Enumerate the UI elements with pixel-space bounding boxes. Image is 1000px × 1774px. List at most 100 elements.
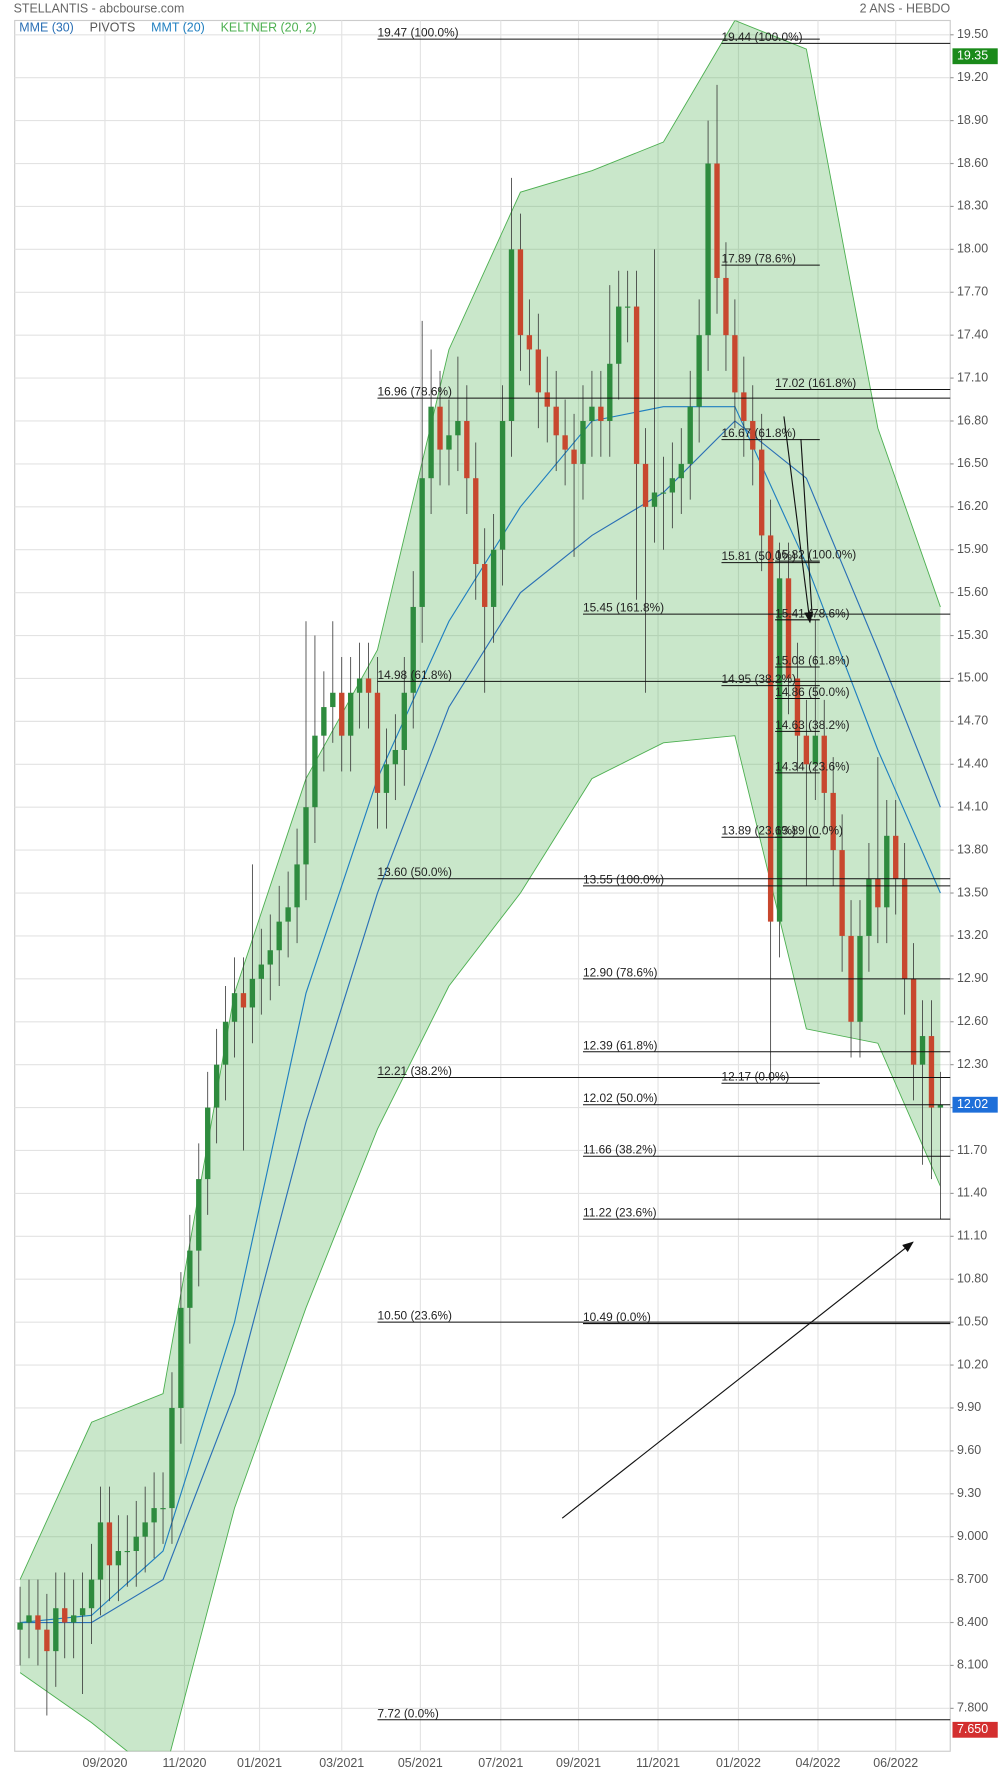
price-tag [952,1096,998,1113]
candle-body [723,277,729,336]
y-tick-label: 16.50 [957,456,988,470]
candle-body [767,535,774,922]
pivot-label: 15.81 (50.0%) [721,549,796,563]
candle-body [222,1021,229,1065]
candle-body [607,363,613,421]
candle-body [660,492,667,494]
keltner-upper [19,20,941,1580]
candle-body [910,978,917,1065]
candle-body [937,1104,944,1108]
candle-body [26,1615,32,1623]
y-tick-label: 13.80 [957,842,988,856]
arrow [783,416,814,624]
pivot-label: 13.60 (50.0%) [377,865,452,879]
y-tick-label: 14.40 [957,757,988,771]
pivot-label: 17.89 (78.6%) [721,252,796,266]
x-tick-label: 09/2021 [556,1756,601,1770]
candle-body [839,850,845,936]
candle-body [106,1522,113,1566]
candle-body [893,835,899,879]
y-tick-label: 11.40 [957,1186,987,1200]
price-tag-label: 19.35 [957,49,988,63]
candle-body [97,1522,104,1580]
candle-body [124,1550,130,1553]
candle-body [205,1107,211,1180]
candle-body [669,478,676,493]
candle-body [401,692,407,750]
candle-body [160,1508,166,1510]
y-tick-label: 7.800 [957,1701,988,1715]
candle-body [830,792,836,851]
candle-body [178,1307,184,1408]
candle-body [678,463,684,479]
pivot-label: 16.67 (61.8%) [721,426,796,440]
pivot-label: 12.02 (50.0%) [583,1091,658,1105]
y-tick-label: 10.20 [957,1357,988,1371]
candle-body [875,878,881,908]
x-tick-label: 04/2022 [796,1756,841,1770]
candle-body [231,993,238,1022]
candle-body [535,349,541,393]
candle-body [759,449,765,536]
candle-body [133,1536,139,1551]
candle-body [803,735,810,765]
candle-body [633,306,640,464]
pivot-label: 12.90 (78.6%) [583,965,658,979]
pivot-label: 10.50 (23.6%) [377,1309,452,1323]
y-tick-label: 9.30 [957,1486,981,1500]
y-tick-label: 19.20 [957,70,988,84]
pivot-label: 15.08 (61.8%) [775,654,850,668]
y-tick-label: 16.80 [957,413,988,427]
candle-body [598,406,604,421]
candle-body [374,692,381,793]
chart-title: STELLANTIS - abcbourse.com [14,1,185,15]
axes: 19.50 19.20 18.90 18.60 18.30 18.00 17.70 17.40… [82,27,998,1770]
candle-body [580,420,586,464]
y-tick-label: 15.30 [957,628,988,642]
candle-body [928,1036,935,1108]
candle-body [383,764,390,793]
candle-body [705,163,711,336]
candle-body [79,1608,86,1616]
candle-body [240,993,247,1008]
grid [14,20,951,1752]
candle-body [187,1250,193,1308]
y-tick-label: 10.80 [957,1272,988,1286]
candle-body [553,406,559,436]
x-tick-label: 11/2021 [636,1756,680,1770]
candle-body [499,420,506,550]
price-tag [952,1721,998,1738]
y-tick-label: 19.50 [957,27,988,41]
legend-entry: MMT (20) [151,21,205,35]
y-tick-label: 8.700 [957,1572,988,1586]
x-tick-label: 06/2022 [873,1756,918,1770]
pivot-label: 7.72 (0.0%) [377,1706,438,1720]
candle-body [884,835,890,908]
legend: MME (30) PIVOTS MMT (20) KELTNER (20, 2) [19,21,316,35]
y-tick-label: 15.60 [957,585,988,599]
y-tick-label: 12.30 [957,1057,988,1071]
y-tick-label: 18.60 [957,156,988,170]
candle-body [785,578,792,679]
candle-body [62,1608,68,1623]
candle-body [267,950,273,965]
candle-body [213,1064,220,1108]
candle-body [258,964,264,979]
pivot-label: 11.22 (23.6%) [583,1206,657,1220]
price-tag-label: 12.02 [957,1097,988,1111]
x-tick-label: 09/2020 [82,1756,127,1770]
candle-body [821,735,827,793]
candle-body [44,1629,50,1652]
y-tick-label: 15.90 [957,542,988,556]
candle-body [866,878,872,936]
candle-body [526,335,533,350]
pivot-label: 10.49 (0.0%) [583,1310,651,1324]
candle-body [419,478,425,607]
keltner-band [20,20,941,1752]
y-tick-label: 18.00 [957,242,988,256]
candle-body [88,1579,95,1609]
candle-body [490,549,497,607]
x-tick-label: 05/2021 [398,1756,443,1770]
keltner-lower [19,735,941,1752]
